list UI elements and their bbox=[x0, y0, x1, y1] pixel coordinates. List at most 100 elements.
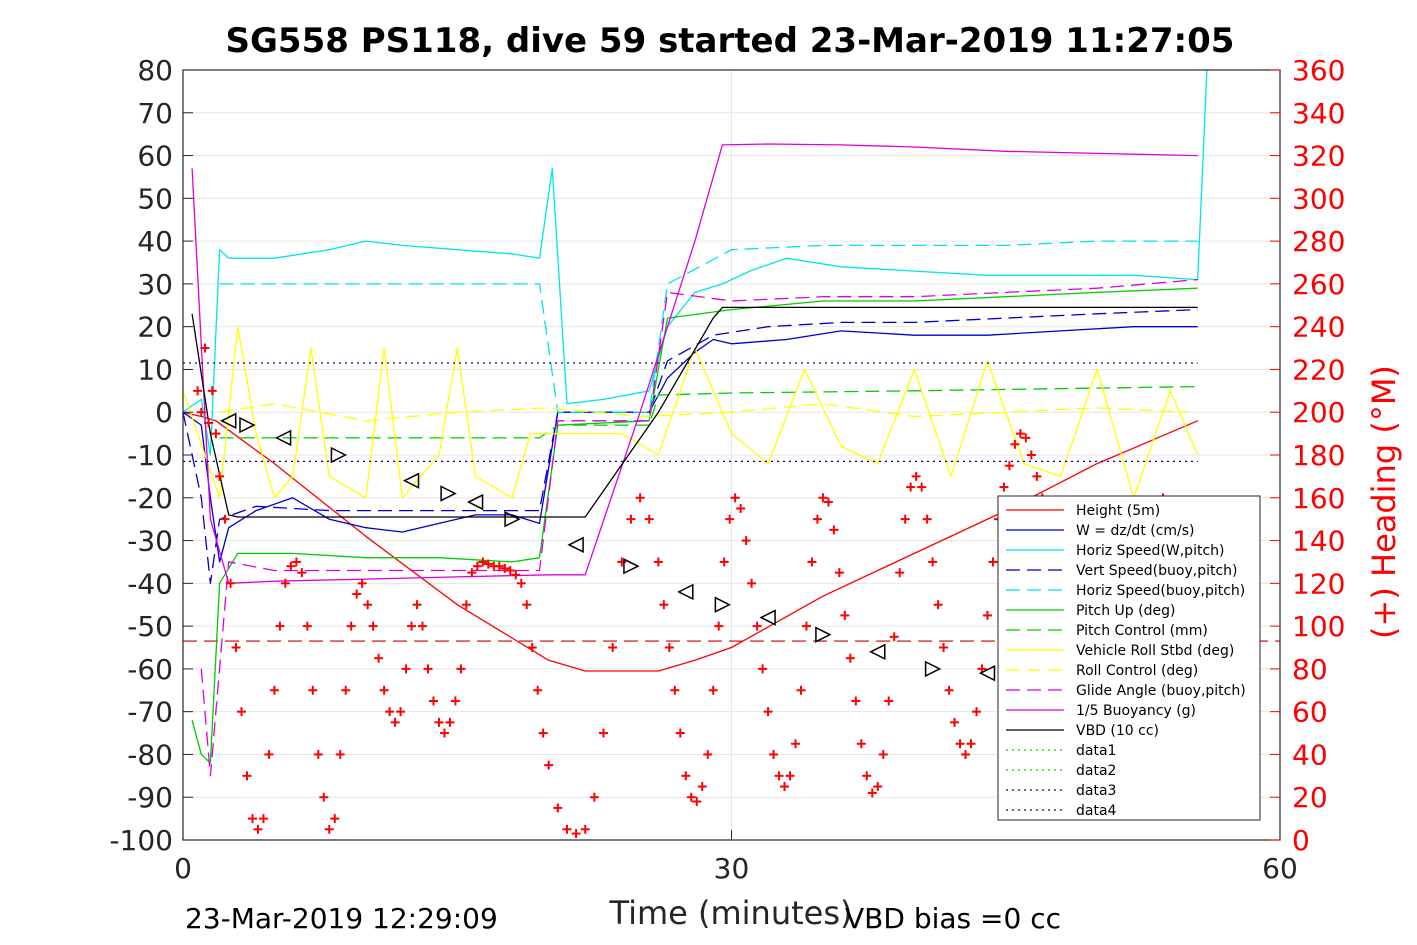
heading-point-46 bbox=[434, 717, 444, 727]
heading-point-15 bbox=[264, 749, 274, 759]
heading-point-93 bbox=[736, 503, 746, 513]
right-tick-label-17: 20 bbox=[1292, 781, 1328, 814]
right-axis: 3603403203002802602402202001801601401201… bbox=[1270, 54, 1345, 857]
heading-point-103 bbox=[790, 739, 800, 749]
left-tick-label-18: -100 bbox=[109, 824, 173, 857]
series-line-0 bbox=[182, 411, 1198, 672]
left-tick-label-13: -50 bbox=[127, 610, 173, 643]
right-tick-label-0: 360 bbox=[1292, 54, 1345, 87]
heading-point-104 bbox=[796, 685, 806, 695]
heading-point-11 bbox=[242, 771, 252, 781]
heading-point-39 bbox=[396, 707, 406, 717]
right-tick-label-18: 0 bbox=[1292, 824, 1310, 857]
triangle-marker-11 bbox=[714, 596, 732, 613]
heading-point-143 bbox=[1010, 439, 1020, 449]
heading-point-146 bbox=[1026, 450, 1036, 460]
heading-point-24 bbox=[313, 749, 323, 759]
heading-point-48 bbox=[445, 717, 455, 727]
triangle-marker-5 bbox=[440, 485, 457, 502]
heading-point-115 bbox=[856, 739, 866, 749]
series-line-11 bbox=[191, 306, 1198, 518]
heading-point-33 bbox=[363, 600, 373, 610]
triangle-marker-15 bbox=[924, 660, 942, 678]
heading-point-66 bbox=[544, 760, 554, 770]
right-tick-label-2: 320 bbox=[1292, 140, 1345, 173]
series-line-7 bbox=[182, 326, 1199, 499]
heading-point-79 bbox=[659, 600, 669, 610]
heading-point-99 bbox=[769, 749, 779, 759]
heading-point-9 bbox=[231, 643, 241, 652]
heading-point-62 bbox=[522, 600, 532, 610]
triangle-marker-8 bbox=[567, 536, 584, 554]
left-tick-label-10: -20 bbox=[127, 482, 173, 515]
heading-point-58 bbox=[500, 563, 510, 573]
heading-point-30 bbox=[346, 621, 356, 631]
left-tick-label-15: -70 bbox=[127, 696, 173, 729]
right-tick-label-3: 300 bbox=[1292, 182, 1345, 215]
heading-point-84 bbox=[686, 792, 696, 802]
series-line-2 bbox=[182, 69, 1208, 456]
right-tick-label-15: 60 bbox=[1292, 696, 1328, 729]
x-axis-label: Time (minutes) bbox=[609, 894, 853, 932]
heading-point-105 bbox=[801, 621, 811, 631]
series-line-9 bbox=[200, 278, 1198, 777]
heading-point-126 bbox=[917, 482, 927, 492]
heading-point-73 bbox=[608, 643, 618, 652]
heading-point-107 bbox=[812, 514, 822, 524]
legend-label-15: data4 bbox=[1076, 803, 1117, 819]
heading-point-4 bbox=[207, 386, 217, 396]
footer-timestamp: 23-Mar-2019 12:29:09 bbox=[185, 902, 498, 935]
triangle-marker-0 bbox=[220, 412, 237, 429]
heading-point-130 bbox=[939, 643, 949, 652]
heading-point-123 bbox=[900, 514, 910, 524]
triangle-marker-3 bbox=[330, 446, 348, 464]
legend-label-13: data2 bbox=[1076, 763, 1116, 779]
heading-point-124 bbox=[906, 482, 916, 492]
heading-point-50 bbox=[456, 664, 466, 674]
heading-point-6 bbox=[215, 471, 225, 481]
legend-label-11: VBD (10 cc) bbox=[1076, 723, 1159, 739]
series-line-5 bbox=[191, 287, 1198, 764]
heading-point-89 bbox=[714, 621, 724, 631]
heading-point-120 bbox=[884, 696, 894, 706]
triangle-marker-1 bbox=[239, 416, 256, 434]
heading-point-92 bbox=[730, 493, 740, 503]
heading-point-110 bbox=[829, 525, 839, 535]
heading-point-142 bbox=[1004, 461, 1014, 471]
heading-point-25 bbox=[319, 792, 329, 802]
left-tick-label-12: -40 bbox=[127, 567, 173, 600]
chart-title: SG558 PS118, dive 59 started 23-Mar-2019… bbox=[226, 21, 1235, 61]
triangle-marker-14 bbox=[869, 643, 886, 660]
legend-label-10: 1/5 Buoyancy (g) bbox=[1076, 703, 1196, 719]
left-tick-label-0: 80 bbox=[137, 54, 173, 87]
heading-point-83 bbox=[681, 771, 691, 781]
right-tick-label-7: 220 bbox=[1292, 353, 1345, 386]
triangle-marker-2 bbox=[274, 429, 292, 447]
right-tick-label-10: 160 bbox=[1292, 482, 1345, 515]
legend-label-3: Vert Speed(buoy,pitch) bbox=[1076, 563, 1238, 579]
heading-point-10 bbox=[237, 707, 247, 717]
heading-point-54 bbox=[478, 557, 488, 567]
heading-point-75 bbox=[626, 514, 636, 524]
heading-point-114 bbox=[851, 696, 861, 706]
right-axis-label: (+) Heading (°M) bbox=[1365, 365, 1403, 639]
heading-point-121 bbox=[889, 632, 899, 642]
heading-point-138 bbox=[982, 610, 992, 620]
heading-point-69 bbox=[571, 829, 581, 839]
heading-point-36 bbox=[379, 685, 389, 695]
heading-point-59 bbox=[505, 566, 515, 575]
legend-label-4: Horiz Speed(buoy,pitch) bbox=[1076, 583, 1245, 599]
left-tick-label-7: 10 bbox=[137, 353, 173, 386]
heading-point-28 bbox=[335, 749, 345, 759]
heading-point-145 bbox=[1021, 433, 1031, 443]
legend-label-6: Pitch Control (mm) bbox=[1076, 623, 1208, 639]
heading-point-2 bbox=[200, 343, 210, 353]
heading-point-8 bbox=[226, 578, 236, 588]
heading-point-81 bbox=[670, 685, 680, 695]
heading-point-136 bbox=[971, 707, 981, 717]
legend-label-1: W = dz/dt (cm/s) bbox=[1076, 523, 1195, 539]
heading-point-16 bbox=[269, 685, 279, 695]
heading-point-80 bbox=[664, 643, 674, 652]
heading-point-64 bbox=[533, 685, 543, 695]
